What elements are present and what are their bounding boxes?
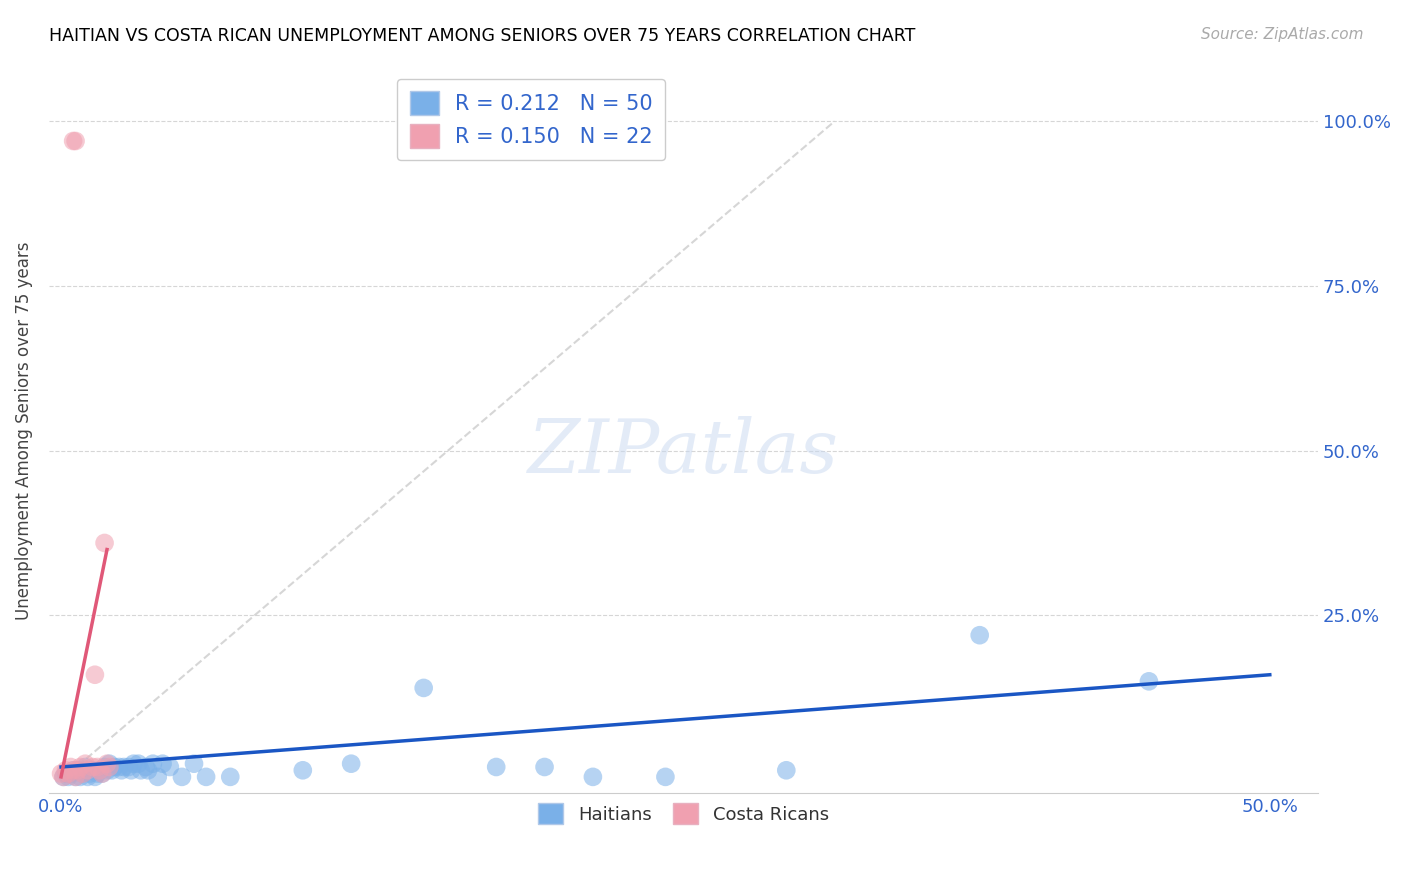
Point [76, 764, 98, 778]
Point [110, 764, 132, 778]
Point [72, 766, 94, 780]
Point [62, 764, 84, 778]
Point [98, 760, 121, 774]
Point [82, 760, 104, 774]
Point [72, 766, 94, 780]
Text: ZIPatlas: ZIPatlas [529, 417, 839, 489]
Point [485, 760, 508, 774]
Point [89, 764, 111, 778]
Point [66, 764, 89, 778]
Point [91, 766, 114, 780]
Point [69, 770, 91, 784]
Point [65, 770, 87, 784]
Point [62, 134, 84, 148]
Point [93, 536, 115, 550]
Point [159, 760, 181, 774]
Point [142, 756, 165, 771]
Point [291, 764, 314, 778]
Point [65, 770, 87, 784]
Legend: Haitians, Costa Ricans: Haitians, Costa Ricans [527, 792, 839, 835]
Point [75, 756, 97, 771]
Point [146, 770, 169, 784]
Point [969, 628, 991, 642]
Point [136, 764, 159, 778]
Point [101, 764, 124, 778]
Point [412, 681, 434, 695]
Point [195, 770, 218, 784]
Point [79, 766, 101, 780]
Point [52, 770, 75, 784]
Point [120, 764, 142, 778]
Point [49, 766, 72, 780]
Point [170, 770, 193, 784]
Point [76, 770, 98, 784]
Point [775, 764, 797, 778]
Point [135, 760, 157, 774]
Point [75, 760, 97, 774]
Point [86, 760, 108, 774]
Text: HAITIAN VS COSTA RICAN UNEMPLOYMENT AMONG SENIORS OVER 75 YEARS CORRELATION CHAR: HAITIAN VS COSTA RICAN UNEMPLOYMENT AMON… [49, 27, 915, 45]
Point [59, 766, 82, 780]
Point [93, 760, 115, 774]
Point [52, 770, 75, 784]
Text: Source: ZipAtlas.com: Source: ZipAtlas.com [1201, 27, 1364, 42]
Point [582, 770, 605, 784]
Point [86, 766, 108, 780]
Point [69, 760, 91, 774]
Point [59, 760, 82, 774]
Point [129, 764, 152, 778]
Point [112, 760, 135, 774]
Point [127, 756, 149, 771]
Point [118, 760, 141, 774]
Point [58, 766, 80, 780]
Point [55, 766, 77, 780]
Point [183, 756, 205, 771]
Point [55, 764, 77, 778]
Point [98, 756, 121, 771]
Point [83, 667, 105, 681]
Point [96, 756, 118, 771]
Point [103, 760, 125, 774]
Point [91, 766, 114, 780]
Point [654, 770, 676, 784]
Point [533, 760, 555, 774]
Point [89, 764, 111, 778]
Point [219, 770, 242, 784]
Point [122, 756, 145, 771]
Point [108, 760, 131, 774]
Y-axis label: Unemployment Among Seniors over 75 years: Unemployment Among Seniors over 75 years [15, 242, 32, 620]
Point [58, 770, 80, 784]
Point [62, 764, 84, 778]
Point [83, 770, 105, 784]
Point [82, 764, 104, 778]
Point [340, 756, 363, 771]
Point [1137, 674, 1160, 689]
Point [65, 134, 87, 148]
Point [96, 764, 118, 778]
Point [66, 764, 89, 778]
Point [152, 756, 174, 771]
